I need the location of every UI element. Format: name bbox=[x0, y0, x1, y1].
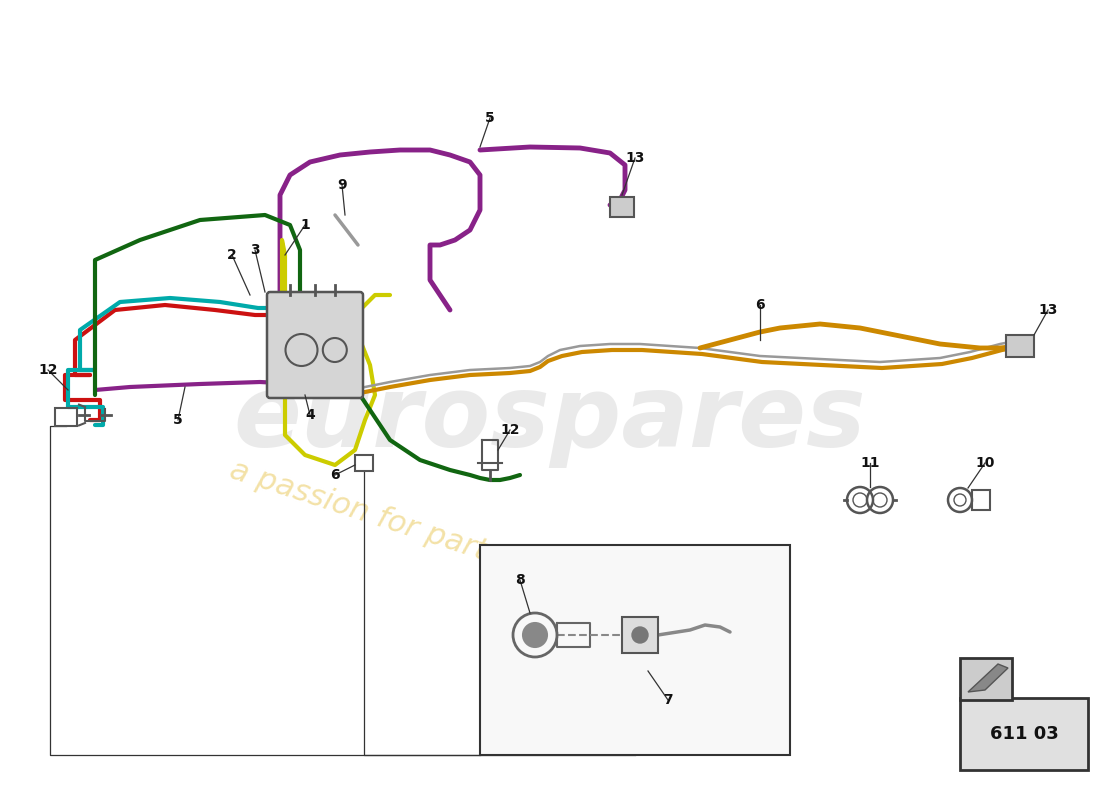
Circle shape bbox=[632, 627, 648, 643]
Text: 13: 13 bbox=[625, 151, 645, 165]
Bar bbox=[480, 545, 790, 755]
Text: 4: 4 bbox=[305, 408, 315, 422]
Text: eurospares: eurospares bbox=[233, 371, 867, 469]
Text: 3: 3 bbox=[250, 243, 260, 257]
Text: 1: 1 bbox=[300, 218, 310, 232]
Polygon shape bbox=[968, 664, 1008, 692]
Circle shape bbox=[522, 623, 547, 647]
Text: 5: 5 bbox=[173, 413, 183, 427]
Text: 9: 9 bbox=[338, 178, 346, 192]
Bar bbox=[960, 698, 1088, 770]
FancyBboxPatch shape bbox=[267, 292, 363, 398]
Bar bbox=[972, 490, 990, 510]
Text: 6: 6 bbox=[756, 298, 764, 312]
Text: 13: 13 bbox=[1038, 303, 1058, 317]
Text: a passion for parts since 1985: a passion for parts since 1985 bbox=[227, 455, 673, 625]
Text: 6: 6 bbox=[330, 468, 340, 482]
Bar bbox=[355, 455, 373, 471]
Bar bbox=[1006, 335, 1034, 357]
Text: 2: 2 bbox=[227, 248, 236, 262]
Bar bbox=[55, 408, 77, 426]
Text: 8: 8 bbox=[515, 573, 525, 587]
Text: 11: 11 bbox=[860, 456, 880, 470]
Text: 12: 12 bbox=[500, 423, 519, 437]
Bar bbox=[960, 658, 1012, 700]
Bar bbox=[610, 197, 634, 217]
Text: 12: 12 bbox=[39, 363, 57, 377]
Text: 7: 7 bbox=[663, 693, 673, 707]
Text: 611 03: 611 03 bbox=[990, 725, 1058, 743]
Text: 10: 10 bbox=[976, 456, 994, 470]
Text: 5: 5 bbox=[485, 111, 495, 125]
Bar bbox=[621, 617, 658, 653]
